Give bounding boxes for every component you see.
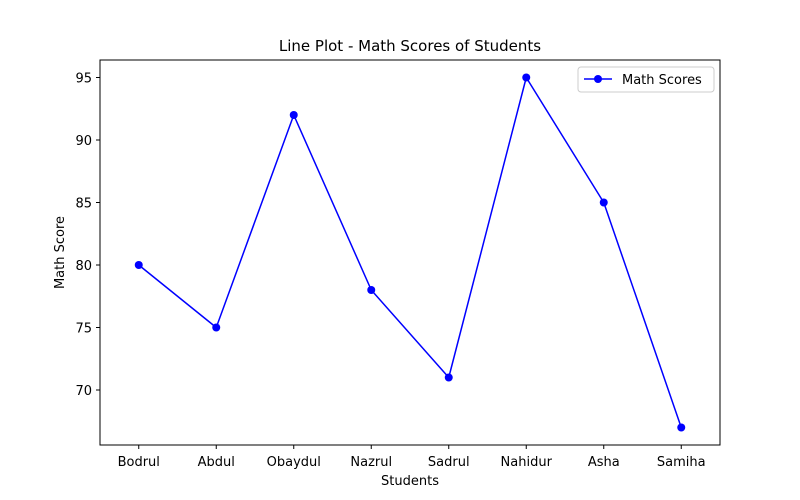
data-point (522, 73, 531, 82)
series-layer (134, 73, 686, 432)
y-tick-label: 85 (75, 197, 92, 212)
x-tick-label: Bodrul (118, 455, 160, 470)
x-tick-label: Samiha (657, 455, 706, 470)
y-axis-label: Math Score (53, 216, 68, 289)
legend-box (577, 66, 715, 93)
x-tick-label: Nazrul (350, 455, 392, 470)
legend-label-math-scores: Math Scores (622, 73, 702, 88)
y-tick-label: 75 (75, 322, 92, 337)
data-point (367, 286, 376, 294)
y-axis-ticks: 70 75 80 85 90 95 (75, 72, 100, 399)
data-point (134, 261, 143, 269)
y-tick-label: 90 (75, 134, 92, 149)
legend-marker (594, 75, 602, 83)
x-tick-label: Asha (588, 455, 620, 470)
data-point (599, 198, 608, 207)
data-point (677, 423, 686, 432)
data-point (444, 373, 453, 382)
y-tick-label: 70 (75, 384, 92, 399)
x-axis-ticks: Bodrul Abdul Obaydul Nazrul Sadrul Nahidur Ash… (118, 445, 706, 470)
x-axis-label: Students (381, 474, 439, 489)
data-point (212, 323, 221, 332)
series-line-math-scores (138, 76, 682, 428)
data-point (289, 111, 298, 119)
y-tick-label: 80 (75, 259, 92, 274)
x-tick-label: Nahidur (501, 455, 553, 470)
plot-area-frame (99, 59, 721, 446)
chart-title: Line Plot - Math Scores of Students (279, 37, 541, 55)
legend: Math Scores (577, 66, 715, 93)
y-tick-label: 95 (75, 72, 92, 87)
x-tick-label: Abdul (198, 455, 235, 470)
x-tick-label: Obaydul (267, 455, 321, 470)
x-tick-label: Sadrul (428, 455, 470, 470)
